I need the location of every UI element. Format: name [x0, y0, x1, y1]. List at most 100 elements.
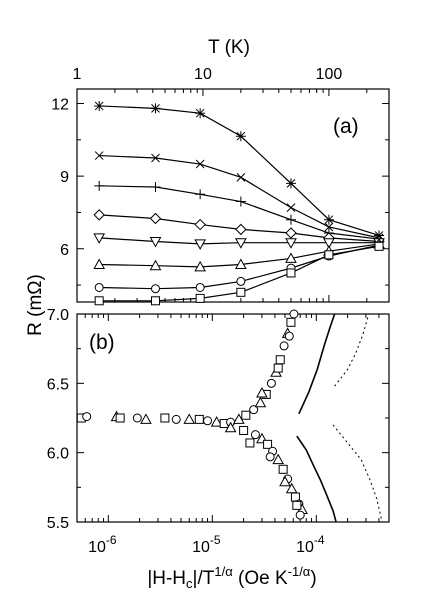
- a-y-tick-label: 6: [60, 242, 69, 259]
- b-y-tick-label: 6.5: [47, 376, 69, 393]
- y-axis-title: R (mΩ): [25, 274, 46, 336]
- b-x-tick-label: 10-5: [192, 533, 221, 556]
- b-point-lower: [272, 453, 285, 465]
- a-point-triangle-down: [235, 238, 247, 249]
- a-x-tick-label: 10: [194, 66, 212, 83]
- b-point-upper: [241, 410, 251, 420]
- panel-b-label: (b): [89, 331, 115, 354]
- b-point-upper: [256, 387, 268, 398]
- b-solid-curve-1: [296, 435, 337, 523]
- a-point-asterisk: [150, 103, 161, 114]
- a-y-tick-label: 9: [60, 169, 69, 186]
- xlabel-sub: c: [186, 576, 193, 591]
- a-point-triangle-down: [323, 238, 335, 249]
- b-point-plateau: [210, 416, 223, 427]
- b-point-upper: [286, 317, 296, 327]
- xlabel-part-4: ): [310, 568, 316, 589]
- b-point-plateau: [203, 416, 213, 426]
- b-point-upper: [284, 331, 294, 341]
- panel-a-frame: [76, 88, 390, 303]
- a-point-square: [286, 268, 296, 278]
- b-point-plateau: [115, 413, 125, 423]
- a-point-circle: [195, 282, 205, 292]
- a-point-plus: [285, 214, 296, 225]
- a-point-triangle-down: [194, 239, 206, 250]
- b-x-tick-exp: -6: [106, 533, 117, 547]
- a-point-circle: [236, 276, 246, 286]
- b-x-tick-base: 10: [88, 539, 106, 556]
- b-point-lower: [250, 430, 260, 440]
- a-point-triangle-down: [149, 236, 162, 248]
- b-dotted-curve-1: [332, 424, 383, 523]
- b-x-tick-exp: -4: [314, 533, 325, 547]
- b-y-tick-label: 7.0: [47, 307, 69, 324]
- b-y-tick-label: 6.0: [47, 446, 69, 463]
- b-x-tick-label: 10-6: [88, 533, 117, 556]
- a-point-square: [324, 250, 334, 260]
- b-x-tick-label: 10-4: [296, 533, 325, 556]
- panel-b-curves: [296, 313, 383, 523]
- panel-b-ticks: 10-6 10-5 10-45.56.06.57.0: [47, 307, 390, 556]
- a-point-plus: [195, 189, 206, 200]
- a-point-square: [195, 293, 205, 303]
- b-point-upper: [279, 341, 289, 351]
- b-point-lower: [279, 475, 291, 487]
- xlabel-part-1: |H-H: [147, 568, 186, 589]
- a-point-diamond: [235, 223, 247, 236]
- b-point-lower: [224, 421, 237, 433]
- b-x-tick-exp: -5: [210, 533, 221, 547]
- a-point-cross: [94, 151, 104, 160]
- b-point-upper: [254, 396, 267, 408]
- b-x-tick-base: 10: [296, 539, 314, 556]
- a-y-tick-label: 12: [51, 97, 69, 114]
- b-dotted-curve-0: [334, 313, 370, 387]
- a-point-triangle-up: [93, 258, 106, 269]
- b-point-lower: [239, 425, 249, 435]
- b-point-plateau: [82, 412, 92, 422]
- a-point-plus: [235, 196, 246, 207]
- panel-a: 1 10 100 6 9 12 (a) T (K): [51, 37, 390, 306]
- b-point-plateau: [140, 413, 152, 424]
- a-x-tick-label: 100: [316, 66, 343, 83]
- a-point-cross: [286, 203, 296, 212]
- a-point-asterisk: [285, 178, 296, 189]
- a-point-plus: [150, 182, 161, 193]
- xlabel-part-3: (Oe K: [233, 568, 288, 589]
- b-point-lower: [278, 464, 288, 474]
- a-point-square: [374, 241, 384, 251]
- b-point-plateau: [132, 413, 142, 423]
- a-point-square: [150, 296, 160, 306]
- a-point-circle: [150, 284, 160, 294]
- a-point-asterisk: [235, 131, 246, 142]
- b-point-plateau: [194, 414, 204, 424]
- a-point-triangle-down: [93, 233, 106, 244]
- bottom-x-axis-title: |H-Hc|/T1/α (Oe K-1/α): [147, 564, 316, 591]
- xlabel-sup: 1/α: [214, 564, 233, 579]
- a-point-triangle-up: [285, 252, 297, 263]
- b-point-lower: [295, 510, 305, 520]
- b-x-tick-base: 10: [192, 539, 210, 556]
- b-point-lower: [292, 500, 302, 510]
- b-point-upper: [249, 405, 259, 415]
- a-point-triangle-up: [149, 259, 162, 271]
- a-point-cross: [151, 153, 160, 163]
- a-point-square: [94, 296, 104, 306]
- a-point-cross: [236, 172, 246, 182]
- a-point-diamond: [285, 227, 297, 239]
- b-point-lower: [263, 439, 273, 449]
- panel-b-markers: [76, 309, 308, 520]
- a-x-tick-label: 1: [73, 66, 82, 83]
- a-point-asterisk: [323, 214, 334, 225]
- b-point-upper: [275, 355, 285, 365]
- xlabel-sup-2: -1/α: [288, 564, 311, 579]
- b-y-tick-label: 5.5: [47, 515, 69, 532]
- panel-b: 10-6 10-5 10-45.56.06.57.0 (b) |H-Hc|/T1/α…: [47, 307, 390, 591]
- top-x-axis-title: T (K): [208, 37, 250, 58]
- b-point-lower: [265, 452, 275, 462]
- b-solid-curve-0: [298, 313, 336, 415]
- a-point-asterisk: [195, 108, 206, 119]
- a-point-square: [236, 287, 246, 297]
- b-point-upper: [266, 378, 276, 388]
- a-point-asterisk: [94, 100, 105, 111]
